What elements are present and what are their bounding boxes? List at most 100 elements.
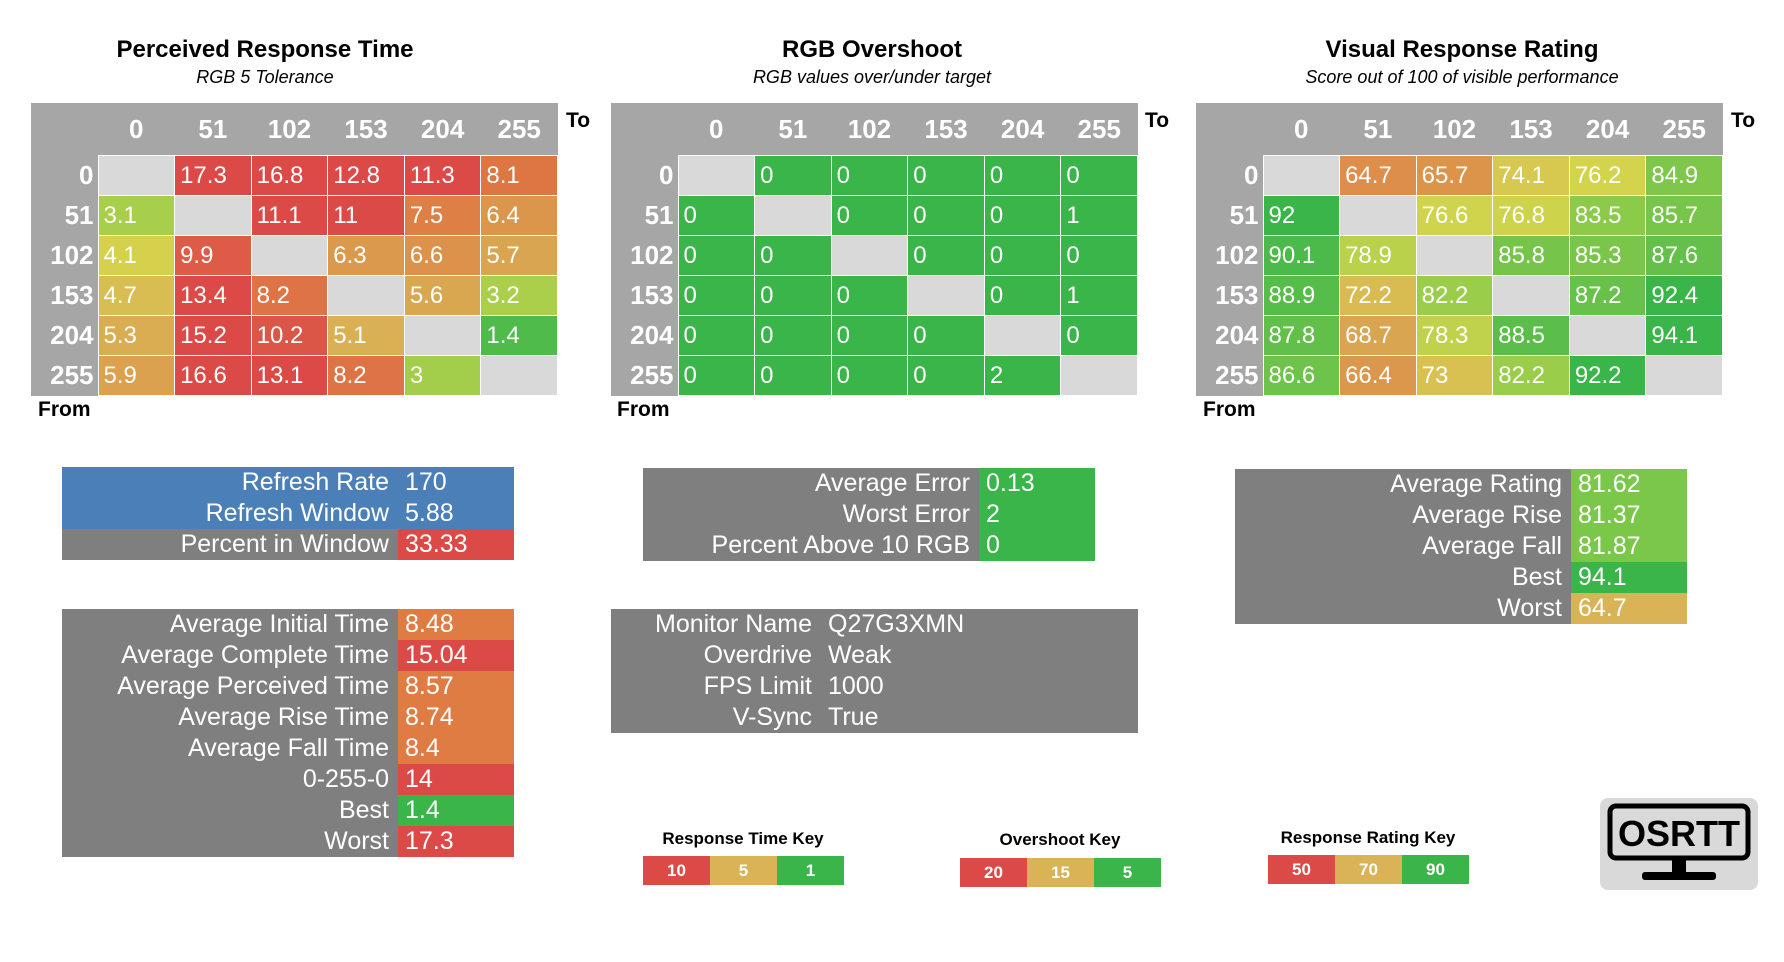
heatmap-title-rating: Visual Response Rating: [1325, 36, 1599, 63]
stat-row: Monitor Name Q27G3XMN: [611, 609, 1138, 640]
heatmap-cell: 6.4: [480, 195, 558, 236]
heatmap-cell: [1060, 355, 1138, 396]
stat-label: Worst: [1235, 593, 1571, 624]
heatmap-row: 153 4.7 13.4 8.2 5.6 3.2: [31, 275, 558, 316]
heatmap-cell: 0: [983, 275, 1062, 316]
stat-row: Average Rise Time 8.74: [62, 702, 514, 733]
heatmap-cell: 5.3: [97, 315, 176, 356]
heatmap-cell: 0: [754, 355, 832, 396]
heatmap-row: 102 0 0 0 0 0: [611, 235, 1138, 276]
heatmap-cell: 0: [677, 315, 756, 356]
stat-label: Best: [1235, 562, 1571, 593]
heatmap-response-time: 0 51 102 153 204 255 0 17.3 16.8 12.8 11.3 8.1 51 3.1…: [31, 103, 558, 396]
heatmap-row: 51 92 76.6 76.8 83.5 85.7: [1196, 195, 1723, 236]
axis-to-label: To: [1731, 109, 1756, 132]
response-time-key-title: Response Time Key: [662, 829, 824, 848]
stat-value: 8.57: [398, 671, 514, 702]
heatmap-corner: [1196, 103, 1263, 156]
heatmap-cell: [907, 275, 985, 316]
stat-row: Refresh Window 5.88: [62, 498, 514, 529]
heatmap-cell: 0: [830, 195, 909, 236]
heatmap-cell: 13.4: [174, 275, 252, 316]
heatmap-cell: 12.8: [327, 155, 405, 196]
stat-label: Average Error: [643, 468, 979, 499]
heatmap-row: 153 0 0 0 0 1: [611, 275, 1138, 316]
heatmap-row: 255 0 0 0 0 2: [611, 355, 1138, 396]
heatmap-cell: [1262, 155, 1341, 196]
heatmap-cell: 94.1: [1645, 315, 1723, 356]
heatmap-cell: 2: [983, 355, 1062, 396]
key-swatch: 90: [1402, 855, 1469, 884]
heatmap-cell: 74.1: [1492, 155, 1570, 196]
stat-label: Average Fall Time: [62, 733, 398, 764]
stat-label: Best: [62, 795, 398, 826]
heatmap-cell: 11.1: [250, 195, 329, 236]
heatmap-cell: 82.2: [1492, 355, 1570, 396]
heatmap-row-header: 255: [1196, 355, 1263, 396]
heatmap-cell: 0: [983, 155, 1062, 196]
heatmap-cell: 3: [403, 355, 482, 396]
stat-label: 0-255-0: [62, 764, 398, 795]
heatmap-cell: 9.9: [174, 235, 252, 276]
heatmap-cell: 92.4: [1645, 275, 1723, 316]
stat-value: True: [821, 702, 1138, 733]
heatmap-cell: 0: [907, 315, 985, 356]
heatmap-cell: [250, 235, 329, 276]
heatmap-cell: 8.1: [480, 155, 558, 196]
heatmap-cell: [327, 275, 405, 316]
monitor-info-table: Monitor Name Q27G3XMN Overdrive Weak FPS Lim…: [611, 609, 1138, 733]
stat-label: Average Rating: [1235, 469, 1571, 500]
stat-row: Average Error 0.13: [643, 468, 1095, 499]
stat-value: 8.48: [398, 609, 514, 640]
heatmap-row: 0 17.3 16.8 12.8 11.3 8.1: [31, 155, 558, 196]
key-swatch: 5: [710, 856, 777, 885]
heatmap-row: 51 0 0 0 0 1: [611, 195, 1138, 236]
heatmap-cell: 0: [677, 235, 756, 276]
heatmap-row-header: 0: [611, 155, 678, 196]
heatmap-cell: 6.3: [327, 235, 405, 276]
stat-value: 15.04: [398, 640, 514, 671]
heatmap-row: 255 86.6 66.4 73 82.2 92.2: [1196, 355, 1723, 396]
heatmap-col-header: 102: [1416, 103, 1493, 156]
heatmap-cell: 4.1: [97, 235, 176, 276]
heatmap-row-header: 255: [31, 355, 98, 396]
stat-label: Monitor Name: [611, 609, 821, 640]
stat-value: 33.33: [398, 529, 514, 560]
heatmap-cell: [97, 155, 176, 196]
heatmap-cell: 88.9: [1262, 275, 1341, 316]
stat-row: Worst 64.7: [1235, 593, 1687, 624]
heatmap-cell: 0: [983, 195, 1062, 236]
heatmap-cell: 66.4: [1339, 355, 1417, 396]
heatmap-col-header: 153: [907, 103, 985, 156]
heatmap-cell: 11: [327, 195, 405, 236]
stat-row: FPS Limit 1000: [611, 671, 1138, 702]
heatmap-row: 0 64.7 65.7 74.1 76.2 84.9: [1196, 155, 1723, 196]
stat-value: 8.4: [398, 733, 514, 764]
heatmap-rating: 0 51 102 153 204 255 0 64.7 65.7 74.1 76.2 84.9 51 92…: [1196, 103, 1723, 396]
heatmap-cell: 84.9: [1645, 155, 1723, 196]
stat-value: 5.88: [398, 498, 514, 529]
heatmap-cell: [1339, 195, 1417, 236]
heatmap-col-header: 0: [678, 103, 755, 156]
heatmap-cell: 5.7: [480, 235, 558, 276]
stat-row: Average Rise 81.37: [1235, 500, 1687, 531]
heatmap-subtitle-response-time: RGB 5 Tolerance: [196, 67, 334, 87]
heatmap-cell: [403, 315, 482, 356]
heatmap-cell: 6.6: [403, 235, 482, 276]
stat-label: Percent Above 10 RGB: [643, 530, 979, 561]
rating-stats-table: Average Rating 81.62 Average Rise 81.37 Aver…: [1235, 469, 1687, 624]
heatmap-row: 102 90.1 78.9 85.8 85.3 87.6: [1196, 235, 1723, 276]
stat-value: 64.7: [1571, 593, 1687, 624]
heatmap-col-header: 255: [1060, 103, 1138, 156]
heatmap-cell: 65.7: [1415, 155, 1494, 196]
heatmap-cell: 72.2: [1339, 275, 1417, 316]
heatmap-cell: 92.2: [1568, 355, 1647, 396]
axis-from-label: From: [38, 398, 91, 421]
heatmap-cell: 0: [907, 155, 985, 196]
heatmap-cell: [677, 155, 756, 196]
heatmap-cell: 4.7: [97, 275, 176, 316]
heatmap-cell: 1.4: [480, 315, 558, 356]
heatmap-cell: [830, 235, 909, 276]
stat-value: 0: [979, 530, 1095, 561]
stat-row: Average Perceived Time 8.57: [62, 671, 514, 702]
